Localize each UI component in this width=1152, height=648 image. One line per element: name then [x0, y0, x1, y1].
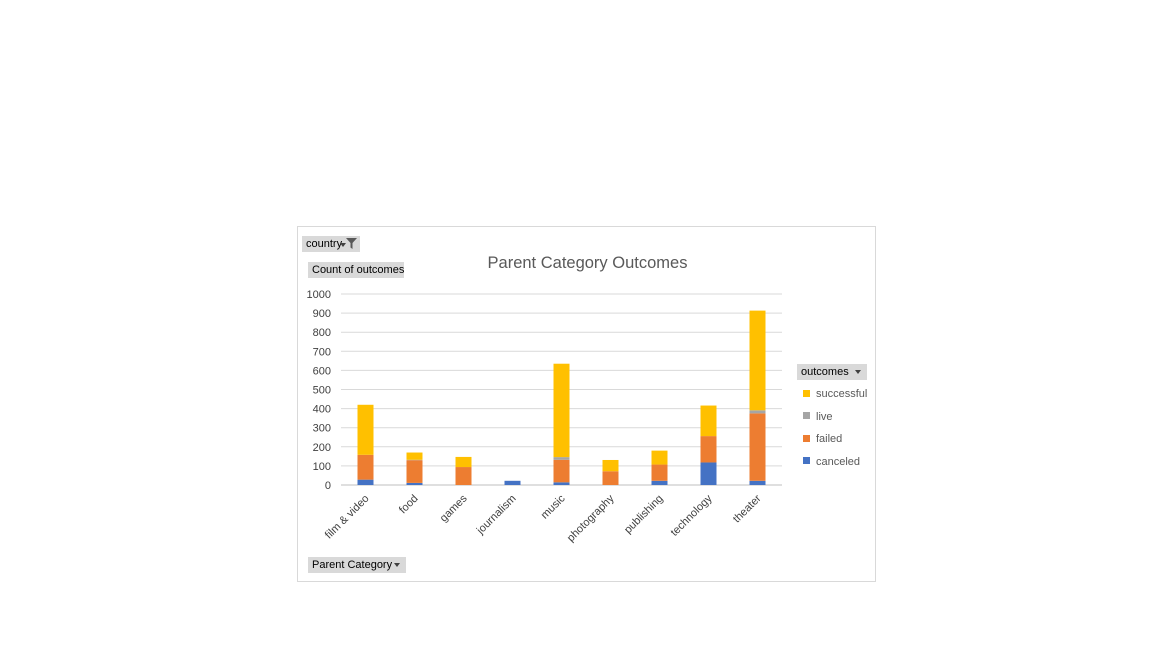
legend-swatch	[803, 412, 810, 420]
y-tick-label: 300	[313, 423, 331, 435]
bar-successful	[357, 404, 374, 455]
legend-swatch	[803, 434, 810, 442]
y-tick-label: 700	[313, 346, 331, 358]
plot-area: 0 100 200 300 400 500 600 700 800 900 1000 film & v…	[307, 289, 782, 544]
y-tick-label: 500	[313, 385, 331, 397]
bar-failed	[357, 454, 374, 480]
y-tick-label: 1000	[307, 289, 331, 301]
x-tick-label: film & video	[323, 493, 372, 542]
bar-live	[749, 410, 766, 414]
dropdown-caret-icon	[855, 370, 861, 374]
axis-field-button[interactable]: Parent Category	[308, 557, 406, 573]
bar-failed	[553, 459, 570, 483]
filter-funnel-icon	[346, 238, 357, 249]
bar-canceled	[700, 462, 717, 485]
bar-successful	[749, 310, 766, 411]
bar-canceled	[651, 480, 668, 485]
y-tick-label: 400	[313, 404, 331, 416]
bar-canceled	[553, 482, 570, 485]
y-tick-label: 800	[313, 327, 331, 339]
legend-field-label: outcomes	[801, 366, 849, 378]
legend-item-live: live	[803, 410, 833, 424]
bar-canceled	[357, 479, 374, 485]
x-tick-label: food	[397, 493, 421, 517]
y-tick-label: 900	[313, 308, 331, 320]
legend-swatch	[803, 457, 810, 465]
chart-title: Parent Category Outcomes	[487, 254, 688, 272]
y-tick-label: 0	[325, 480, 331, 492]
x-tick-label: music	[539, 492, 568, 521]
bar-failed	[700, 436, 717, 463]
dropdown-caret-icon	[394, 563, 400, 567]
bar-successful	[651, 450, 668, 465]
legend-item-successful: successful	[803, 387, 867, 401]
bar-failed	[406, 460, 423, 483]
legend-swatch	[803, 389, 810, 397]
axis-field-label: Parent Category	[312, 559, 393, 571]
legend-field-button[interactable]: outcomes	[797, 364, 867, 380]
bar-failed	[602, 471, 619, 485]
legend-label: successful	[816, 388, 868, 400]
country-filter-label: country	[306, 238, 343, 250]
pivot-chart: country Count of outcomes Parent Categor…	[297, 226, 876, 582]
x-tick-label: publishing	[622, 493, 666, 537]
legend-label: canceled	[816, 455, 861, 468]
x-tick-label: theater	[731, 492, 764, 525]
bar-successful	[700, 405, 717, 437]
bar-canceled	[504, 480, 521, 485]
bar-canceled	[406, 482, 423, 485]
values-field-label: Count of outcomes	[312, 264, 405, 276]
y-tick-label: 600	[313, 365, 331, 377]
bar-canceled	[749, 480, 766, 485]
dropdown-caret-icon	[340, 243, 346, 247]
legend-label: live	[816, 410, 833, 423]
bar-successful	[406, 452, 423, 460]
y-tick-label: 200	[313, 442, 331, 454]
y-tick-label: 100	[313, 461, 331, 473]
bar-successful	[602, 459, 619, 472]
bar-failed	[651, 464, 668, 481]
legend-label: failed	[816, 433, 843, 445]
x-tick-label: games	[438, 492, 470, 524]
bar-successful	[455, 456, 472, 468]
bar-live	[553, 457, 570, 460]
bar-successful	[553, 363, 570, 458]
x-tick-label: photography	[565, 492, 617, 544]
values-field-button[interactable]: Count of outcomes	[308, 262, 404, 278]
bar-failed	[455, 467, 472, 485]
legend-item-failed: failed	[803, 432, 842, 446]
x-tick-label: journalism	[474, 493, 519, 538]
bar-failed	[749, 413, 766, 481]
country-filter-button[interactable]: country	[302, 236, 360, 252]
legend-item-canceled: canceled	[803, 455, 860, 469]
x-tick-label: technology	[669, 492, 715, 538]
